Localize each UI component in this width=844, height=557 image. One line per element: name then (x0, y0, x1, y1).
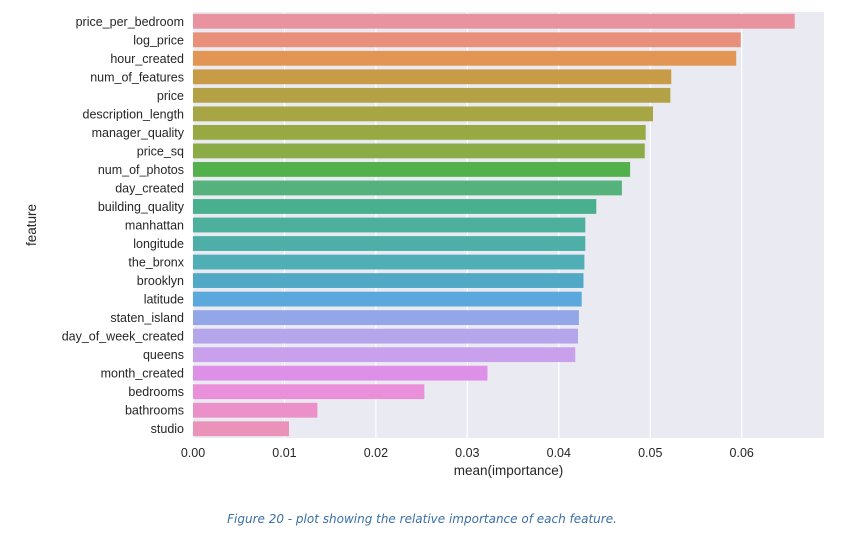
y-tick-label: day_of_week_created (62, 330, 184, 344)
bar-day_created (193, 180, 622, 196)
bar-queens (193, 347, 576, 363)
y-tick-label: studio (151, 422, 184, 436)
x-tick-labels: 0.00 0.01 0.02 0.03 0.04 0.05 0.06 (181, 446, 754, 460)
bar-manager_quality (193, 124, 646, 140)
y-tick-label: day_created (115, 181, 184, 195)
bar-price_sq (193, 143, 645, 159)
bar-month_created (193, 365, 488, 381)
y-tick-label: queens (143, 348, 184, 362)
y-tick-label: latitude (144, 293, 184, 307)
bar-bedrooms (193, 384, 425, 400)
bar-log_price (193, 32, 741, 48)
y-tick-label: price_sq (137, 144, 184, 158)
y-tick-label: brooklyn (137, 274, 184, 288)
y-tick-label: price (157, 89, 184, 103)
x-tick-label: 0.04 (547, 446, 571, 460)
bar-brooklyn (193, 273, 584, 288)
bar-manhattan (193, 217, 586, 233)
x-tick-label: 0.02 (364, 446, 388, 460)
bar-bathrooms (193, 402, 318, 418)
bar-price (193, 87, 671, 103)
y-tick-label: price_per_bedroom (76, 15, 184, 29)
bar-hour_created (193, 50, 737, 66)
y-tick-label: bedrooms (128, 385, 184, 399)
x-axis-label: mean(importance) (454, 463, 564, 478)
bar-num_of_photos (193, 162, 631, 177)
bar-price_per_bedroom (193, 13, 795, 29)
bar-num_of_features (193, 69, 672, 85)
bar-longitude (193, 236, 586, 251)
y-tick-label: num_of_photos (98, 163, 184, 177)
x-tick-label: 0.00 (181, 446, 205, 460)
bar-building_quality (193, 199, 597, 214)
figure-caption: Figure 20 - plot showing the relative im… (227, 512, 617, 526)
y-tick-label: bathrooms (125, 404, 184, 418)
bar-staten_island (193, 310, 579, 326)
y-tick-label: log_price (133, 33, 184, 47)
y-tick-label: description_length (83, 107, 185, 121)
y-tick-label: the_bronx (128, 256, 184, 270)
y-tick-label: manager_quality (92, 126, 185, 140)
y-axis-label: feature (24, 204, 39, 246)
y-tick-label: hour_created (110, 52, 184, 66)
bar-studio (193, 421, 290, 437)
x-tick-label: 0.06 (730, 446, 754, 460)
y-tick-label: month_created (101, 367, 184, 381)
bar-description_length (193, 106, 653, 122)
y-tick-label: longitude (133, 237, 184, 251)
y-tick-labels: price_per_bedroom log_price hour_creatednu… (62, 15, 185, 436)
bar-latitude (193, 291, 582, 307)
bar-the_bronx (193, 254, 585, 270)
x-tick-label: 0.03 (455, 446, 479, 460)
bar-day_of_week_created (193, 328, 579, 344)
feature-importance-chart: price_per_bedroom log_price hour_creatednu… (24, 12, 824, 478)
y-tick-label: building_quality (98, 200, 185, 214)
x-tick-label: 0.05 (638, 446, 662, 460)
y-tick-label: staten_island (110, 311, 184, 325)
bars (193, 13, 795, 437)
y-tick-label: num_of_features (90, 70, 184, 84)
y-tick-label: manhattan (125, 219, 184, 233)
x-tick-label: 0.01 (272, 446, 296, 460)
